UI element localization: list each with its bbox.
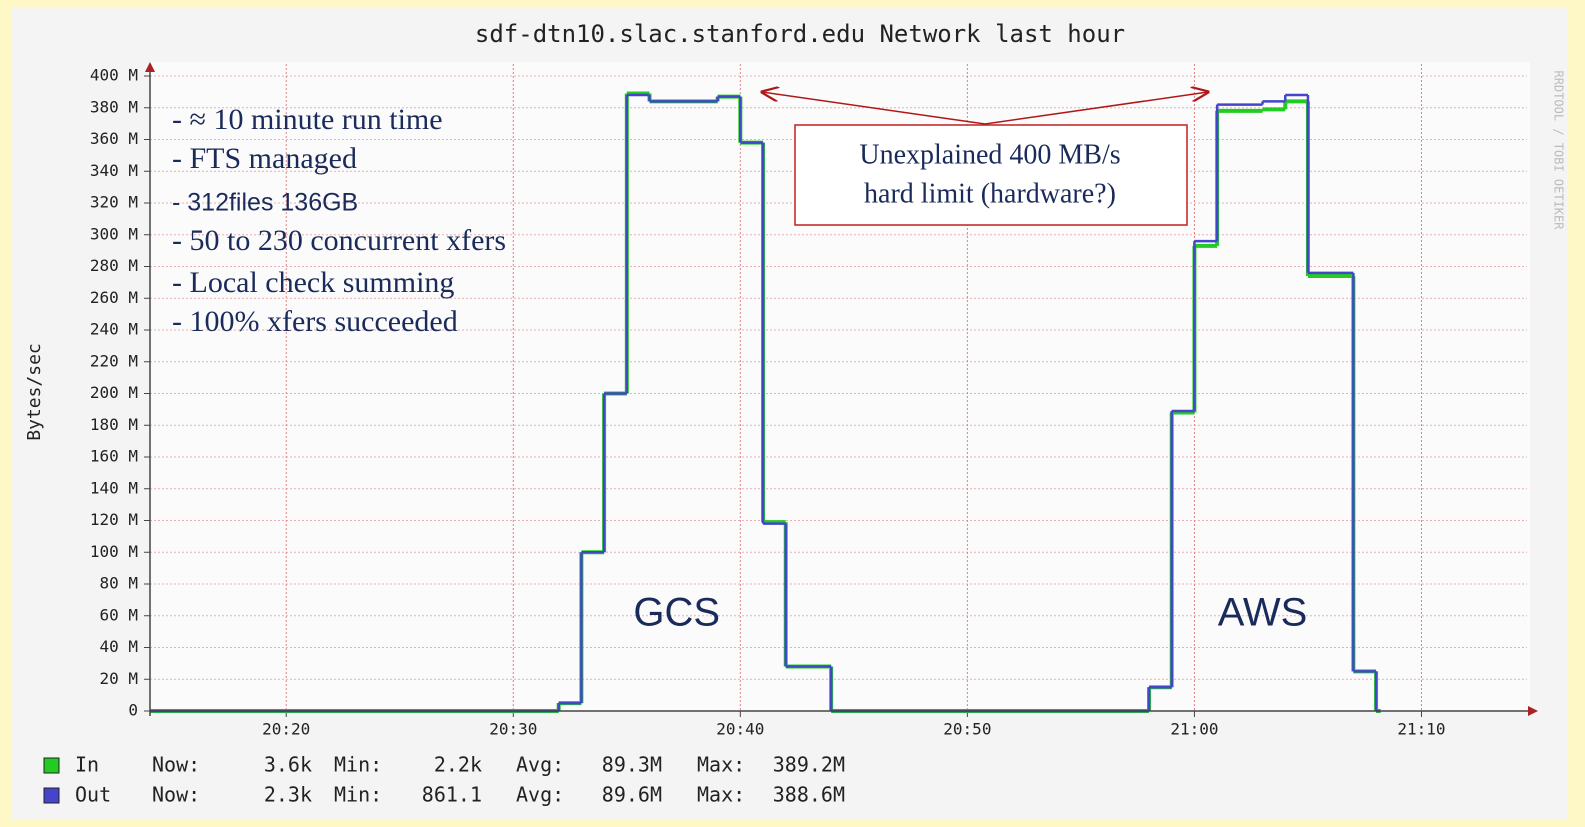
x-tick-label: 21:10 — [1397, 720, 1445, 739]
axes — [145, 62, 1538, 716]
grid: 0 20 M 40 M 60 M 80 M 100 M 120 M 140 M 160 M 180… — [90, 64, 1527, 739]
note: - 50 to 230 concurrent xfers — [172, 224, 506, 257]
y-tick-label: 220 M — [90, 351, 138, 370]
x-tick-label: 20:50 — [943, 720, 991, 739]
y-tick-label: 20 M — [99, 669, 138, 688]
series-lines — [150, 91, 1381, 713]
watermark: RRDTOOL / TOBI OETIKER — [1552, 71, 1566, 231]
stat-label: Max: — [697, 783, 745, 807]
region-label: AWS — [1218, 591, 1308, 635]
y-tick-label: 60 M — [99, 605, 138, 624]
callout-arrow — [984, 92, 1208, 125]
y-tick-label: 400 M — [90, 66, 138, 85]
x-tick-label: 20:40 — [716, 720, 764, 739]
y-tick-label: 280 M — [90, 256, 138, 275]
note: - FTS managed — [172, 142, 357, 175]
y-tick-label: 340 M — [90, 161, 138, 180]
y-tick-label: 40 M — [99, 637, 138, 656]
y-tick-label: 80 M — [99, 574, 138, 593]
y-tick-label: 320 M — [90, 193, 138, 212]
callout-arrow — [762, 92, 986, 125]
y-tick-label: 140 M — [90, 478, 138, 497]
legend-swatch — [43, 787, 60, 804]
x-tick-label: 20:30 — [489, 720, 537, 739]
stat-value: 861.1 — [422, 783, 482, 807]
legend-swatch — [43, 757, 60, 774]
x-tick-label: 20:20 — [262, 720, 310, 739]
stat-value: 2.2k — [434, 753, 482, 777]
y-tick-label: 160 M — [90, 447, 138, 466]
y-tick-label: 240 M — [90, 320, 138, 339]
note: - ≈ 10 minute run time — [172, 103, 443, 136]
region-label: GCS — [633, 591, 720, 635]
y-tick-label: 200 M — [90, 383, 138, 402]
y-axis-label: Bytes/sec — [24, 343, 45, 441]
annotations: - ≈ 10 minute run time - FTS managed - 312… — [172, 92, 1307, 635]
y-tick-label: 100 M — [90, 542, 138, 561]
x-axis-arrow — [1528, 706, 1538, 716]
chart-title: sdf-dtn10.slac.stanford.edu Network last… — [475, 20, 1125, 48]
y-tick-label: 360 M — [90, 129, 138, 148]
y-tick-label: 260 M — [90, 288, 138, 307]
stat-label: Max: — [697, 753, 745, 777]
stat-value: 3.6k — [264, 753, 312, 777]
legend: In Now: 3.6k Min: 2.2k Avg: 89.3M Max: 389.2M Out… — [43, 753, 845, 807]
stat-label: Min: — [334, 753, 382, 777]
stat-label: Now: — [152, 783, 200, 807]
y-tick-label: 380 M — [90, 97, 138, 116]
stat-value: 388.6M — [773, 783, 845, 807]
callout-box — [794, 124, 1188, 226]
y-tick-label: 180 M — [90, 415, 138, 434]
y-tick-label: 120 M — [90, 510, 138, 529]
y-tick-label: 300 M — [90, 224, 138, 243]
callout-text: hard limit (hardware?) — [864, 178, 1116, 209]
note: - 312files 136GB — [172, 189, 358, 217]
stat-label: Min: — [334, 783, 382, 807]
stat-label: Now: — [152, 753, 200, 777]
stat-value: 89.3M — [602, 753, 662, 777]
stat-value: 389.2M — [773, 753, 845, 777]
stat-value: 2.3k — [264, 783, 312, 807]
stat-value: 89.6M — [602, 783, 662, 807]
y-axis-arrow — [145, 62, 155, 72]
note: - Local check summing — [172, 266, 454, 299]
stat-label: Avg: — [516, 753, 564, 777]
callout-text: Unexplained 400 MB/s — [859, 139, 1120, 170]
stat-label: Avg: — [516, 783, 564, 807]
y-tick-label: 0 — [128, 701, 138, 720]
legend-label: In — [75, 753, 99, 777]
x-tick-label: 21:00 — [1170, 720, 1218, 739]
note: - 100% xfers succeeded — [172, 305, 458, 338]
legend-label: Out — [75, 783, 111, 807]
